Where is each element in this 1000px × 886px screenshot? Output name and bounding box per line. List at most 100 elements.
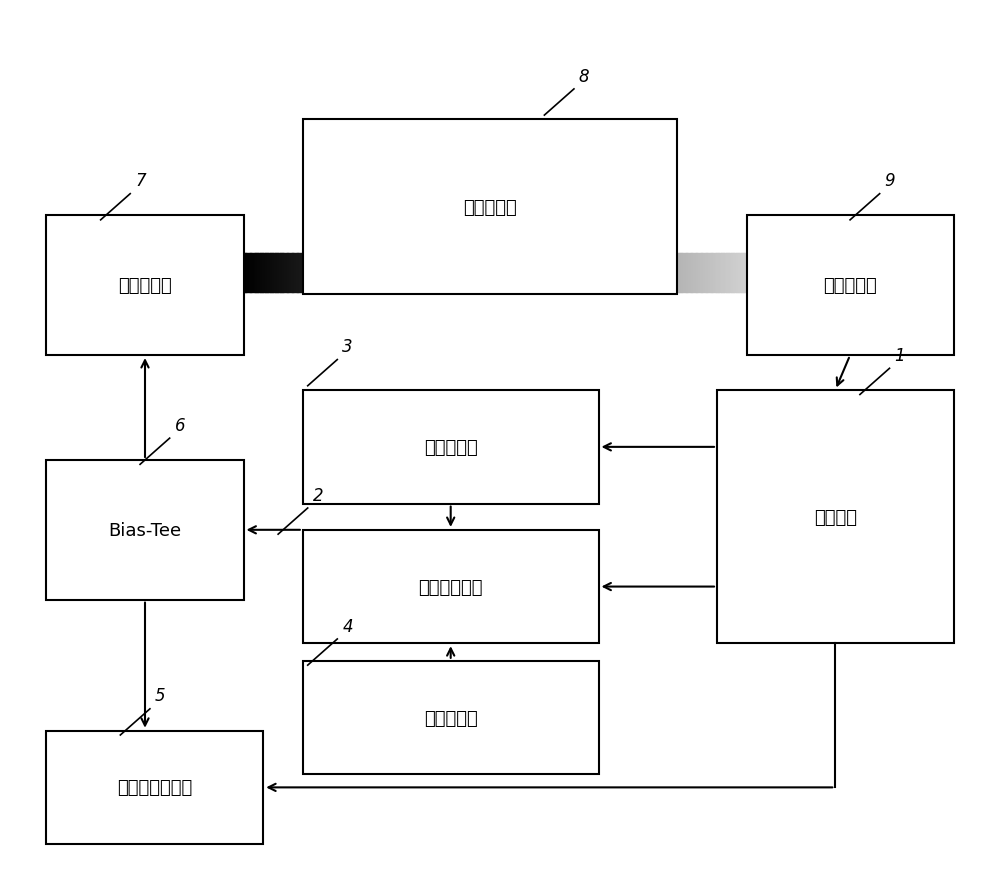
Bar [467,253,469,292]
Bar [604,253,606,292]
Bar [532,253,534,292]
Bar [716,253,719,292]
Bar [589,253,591,292]
Bar [264,253,266,292]
Bar [572,253,574,292]
Bar [249,253,251,292]
Bar [302,253,304,292]
Bar [698,253,700,292]
Bar [247,253,249,292]
Bar [540,253,543,292]
FancyBboxPatch shape [46,216,244,356]
Bar [374,253,377,292]
Bar [485,253,487,292]
Bar [282,253,284,292]
Bar [482,253,484,292]
Bar [648,253,650,292]
Bar [581,253,583,292]
Bar [383,253,385,292]
Bar [731,253,734,292]
Bar [354,253,356,292]
Bar [673,253,675,292]
Bar [297,253,299,292]
Bar [336,253,338,292]
Bar [493,253,496,292]
Bar [453,253,455,292]
Bar [369,253,372,292]
Bar [743,253,745,292]
Bar [708,253,710,292]
Bar [472,253,474,292]
Bar [358,253,360,292]
Bar [564,253,566,292]
Bar [475,253,477,292]
Text: 4: 4 [342,617,353,635]
Bar [525,253,527,292]
Bar [388,253,390,292]
Text: 原子吸收泡: 原子吸收泡 [463,198,517,216]
Bar [663,253,665,292]
Bar [436,253,439,292]
Bar [463,253,465,292]
Text: 8: 8 [579,67,590,85]
Bar [353,253,355,292]
Bar [455,253,457,292]
Bar [488,253,491,292]
Bar [597,253,599,292]
Bar [644,253,646,292]
Bar [250,253,252,292]
Bar [517,253,519,292]
Bar [393,253,395,292]
Bar [579,253,581,292]
Text: 2: 2 [313,486,323,504]
Bar [741,253,744,292]
Bar [542,253,544,292]
Bar [676,253,678,292]
Bar [401,253,403,292]
Bar [287,253,289,292]
Bar [527,253,529,292]
Bar [710,253,712,292]
Bar [728,253,730,292]
Bar [394,253,397,292]
Bar [363,253,365,292]
Bar [324,253,326,292]
Bar [503,253,506,292]
Bar [291,253,293,292]
Bar [431,253,434,292]
Bar [480,253,482,292]
FancyBboxPatch shape [303,391,599,504]
Text: 第一微波源: 第一微波源 [424,439,478,456]
Bar [621,253,623,292]
Bar [718,253,720,292]
Bar [418,253,420,292]
Bar [415,253,417,292]
Bar [617,253,620,292]
Bar [267,253,269,292]
Bar [576,253,578,292]
Text: 6: 6 [175,416,185,434]
Bar [262,253,264,292]
Bar [497,253,499,292]
FancyBboxPatch shape [303,530,599,643]
Bar [286,253,288,292]
Text: 1: 1 [894,346,905,364]
Bar [316,253,318,292]
Bar [329,253,331,292]
Bar [371,253,373,292]
Bar [715,253,717,292]
Bar [270,253,273,292]
FancyBboxPatch shape [46,731,263,844]
Bar [304,253,306,292]
Bar [346,253,348,292]
Bar [269,253,271,292]
Bar [524,253,526,292]
Bar [706,253,708,292]
Bar [343,253,345,292]
Bar [359,253,361,292]
Bar [344,253,346,292]
Bar [602,253,605,292]
Bar [611,253,613,292]
Bar [260,253,263,292]
Bar [626,253,628,292]
